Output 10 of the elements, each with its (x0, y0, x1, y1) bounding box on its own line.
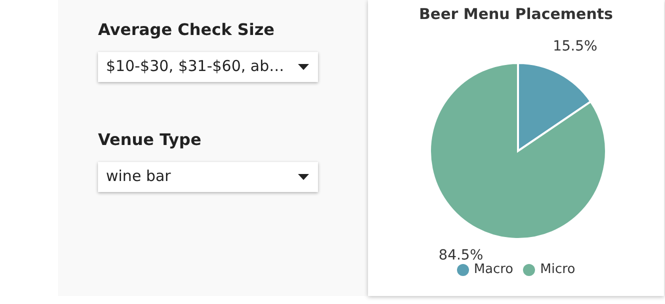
legend-label: Micro (540, 262, 576, 277)
text: Venue Type (98, 130, 202, 149)
pie-slice (429, 62, 607, 240)
chart-title: Beer Menu Placements (418, 5, 614, 23)
legend-label: Macro (474, 262, 514, 277)
data-label: 84.5% (438, 247, 484, 264)
data-label: 15.5% (552, 38, 598, 55)
text: Average Check Size (98, 20, 276, 39)
dropdown-field: wine bar (98, 162, 318, 192)
dropdown-field: $10-$30, $31-$60, ab… (98, 52, 318, 82)
